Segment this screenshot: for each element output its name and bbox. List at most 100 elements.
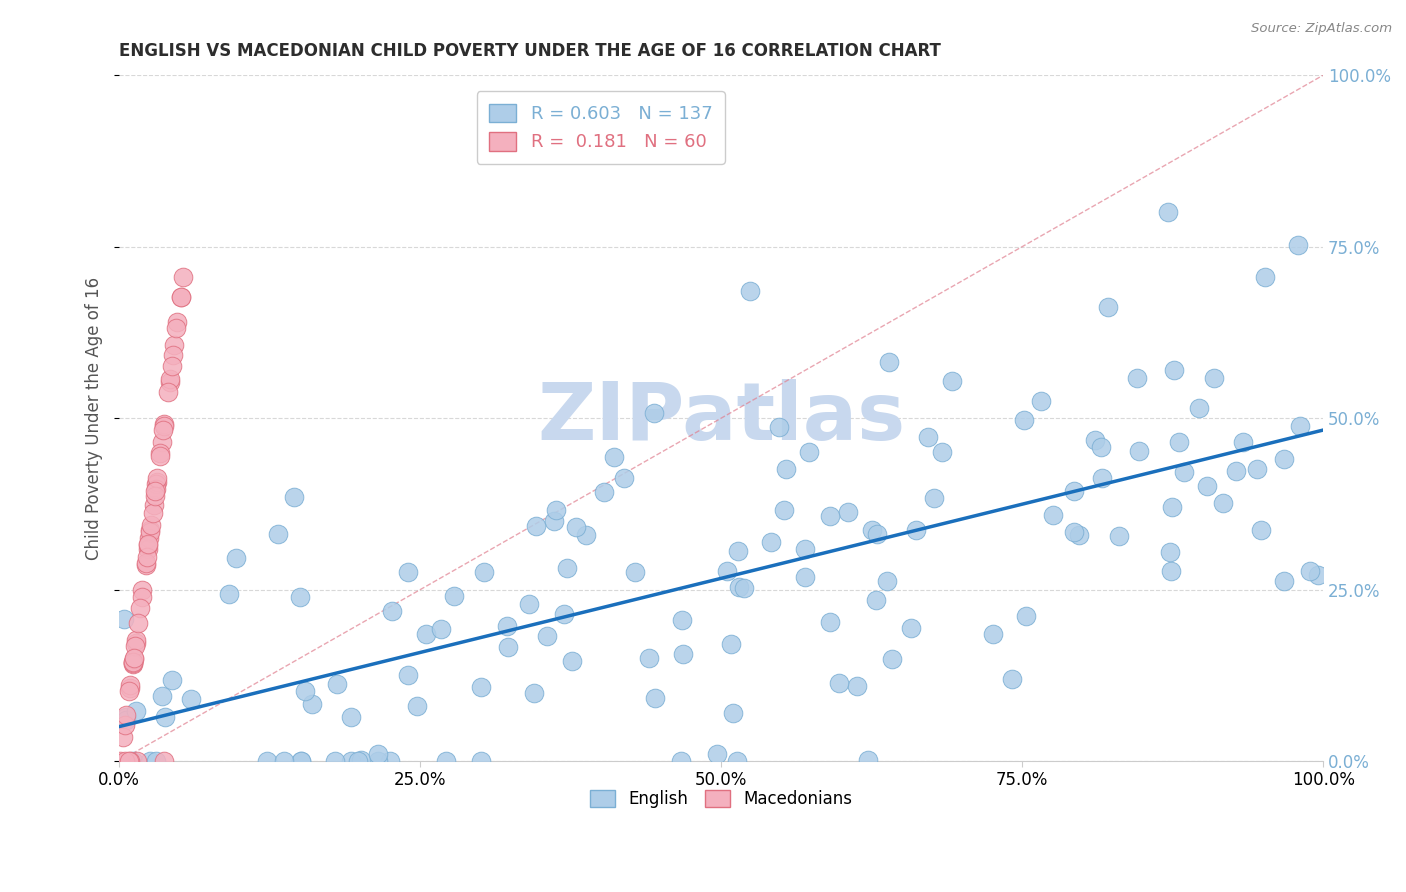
Point (150, 690, 173, 704)
Point (152, 423, 174, 437)
Point (1163, 363, 1185, 377)
Text: ZIPatlas: ZIPatlas (537, 379, 905, 457)
Point (768, 420, 790, 434)
Point (112, 730, 135, 744)
Point (135, 558, 157, 572)
Point (905, 523, 928, 537)
Point (592, 484, 614, 499)
Point (775, 461, 797, 475)
Point (138, 537, 160, 551)
Point (1067, 528, 1090, 542)
Point (120, 677, 142, 691)
Point (166, 314, 188, 328)
Point (150, 435, 173, 450)
Point (153, 710, 176, 724)
Point (818, 615, 841, 629)
Point (1306, 568, 1329, 582)
Point (1288, 418, 1310, 433)
Point (1212, 496, 1234, 510)
Point (169, 290, 191, 304)
Point (112, 612, 135, 626)
Point (110, 754, 132, 768)
Point (325, 677, 347, 691)
Point (865, 592, 887, 607)
Point (406, 698, 429, 713)
Point (759, 534, 782, 549)
Point (922, 491, 945, 506)
Point (122, 657, 145, 671)
Point (172, 270, 194, 285)
Point (256, 754, 278, 768)
Point (470, 754, 492, 768)
Point (706, 747, 728, 762)
Point (160, 359, 183, 373)
Point (145, 483, 167, 498)
Point (524, 519, 547, 533)
Point (157, 384, 180, 399)
Point (122, 652, 145, 666)
Point (1272, 451, 1295, 466)
Point (1091, 470, 1114, 484)
Point (139, 525, 162, 540)
Point (561, 654, 583, 668)
Point (129, 601, 152, 615)
Point (122, 754, 145, 768)
Point (880, 651, 903, 665)
Point (917, 430, 939, 444)
Point (773, 503, 796, 517)
Point (1157, 204, 1180, 219)
Point (138, 538, 160, 552)
Point (900, 621, 922, 635)
Point (153, 417, 176, 432)
Point (1012, 413, 1035, 427)
Point (1274, 574, 1296, 589)
Point (643, 406, 665, 420)
Point (557, 560, 579, 574)
Point (169, 290, 191, 304)
Point (669, 754, 692, 768)
Point (381, 604, 404, 618)
Point (430, 622, 453, 636)
Point (114, 718, 136, 732)
Point (818, 508, 841, 523)
Point (1173, 465, 1195, 479)
Point (879, 354, 901, 368)
Point (396, 667, 419, 681)
Point (273, 754, 295, 768)
Point (1090, 440, 1112, 454)
Point (1042, 508, 1064, 523)
Legend: English, Macedonians: English, Macedonians (583, 783, 859, 814)
Point (981, 627, 1004, 641)
Point (720, 637, 742, 651)
Point (149, 446, 172, 460)
Point (1168, 434, 1191, 449)
Point (565, 519, 588, 533)
Point (138, 754, 160, 768)
Point (603, 450, 626, 464)
Point (294, 684, 316, 698)
Point (159, 372, 181, 386)
Point (470, 680, 492, 694)
Point (145, 475, 167, 489)
Point (623, 565, 645, 579)
Point (1299, 564, 1322, 578)
Point (546, 503, 568, 517)
Point (124, 636, 146, 650)
Point (163, 338, 186, 352)
Point (145, 477, 167, 491)
Point (122, 656, 145, 670)
Point (396, 566, 419, 580)
Point (218, 587, 240, 601)
Point (517, 597, 540, 611)
Point (118, 681, 141, 696)
Point (122, 651, 145, 665)
Point (139, 517, 162, 532)
Point (1159, 545, 1181, 559)
Point (1063, 484, 1085, 499)
Point (638, 650, 661, 665)
Point (1160, 564, 1182, 578)
Point (166, 321, 188, 335)
Point (941, 374, 963, 388)
Point (145, 754, 167, 768)
Point (1001, 673, 1024, 687)
